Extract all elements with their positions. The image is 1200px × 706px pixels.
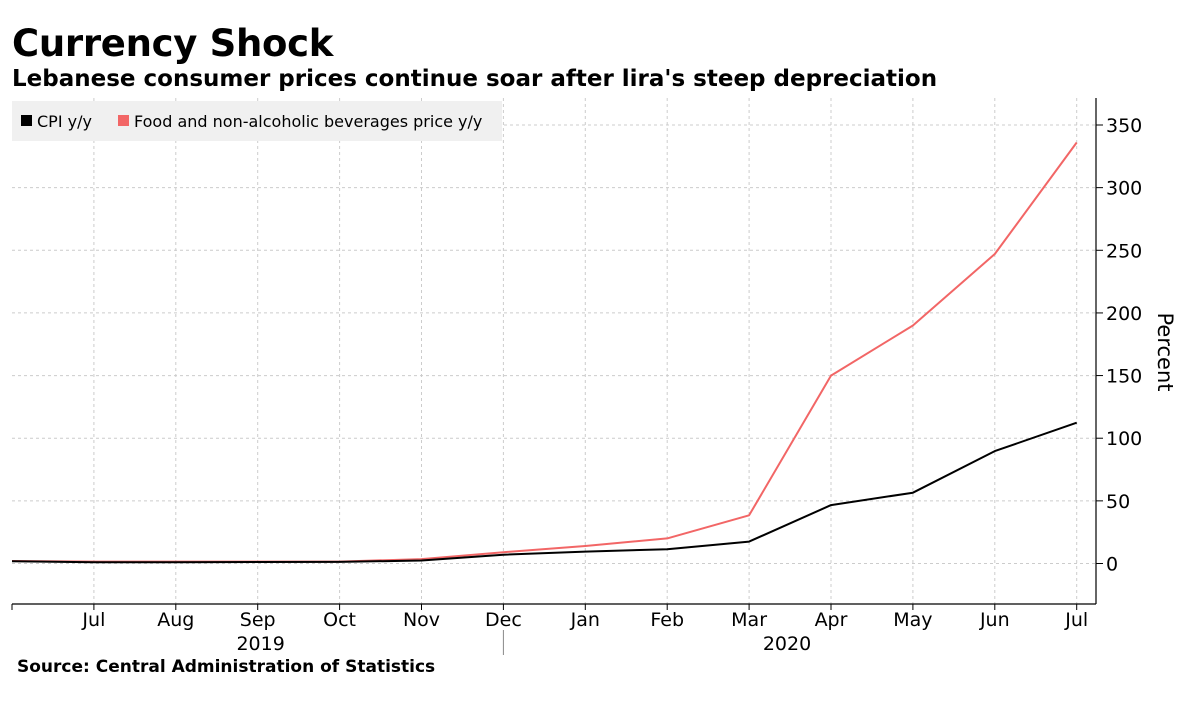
x-tick-label: Jan xyxy=(570,609,600,631)
x-tick-label: Feb xyxy=(650,609,684,631)
x-tick-label: Mar xyxy=(731,609,767,631)
x-tick-label: Jun xyxy=(979,609,1010,631)
legend-swatch-food xyxy=(118,115,129,126)
y-tick-label: 0 xyxy=(1106,554,1118,576)
x-tick-label: Nov xyxy=(403,609,440,631)
year-label-2020: 2020 xyxy=(763,633,811,655)
y-tick-label: 350 xyxy=(1106,115,1142,137)
x-tick-label: Apr xyxy=(815,609,848,631)
x-tick-label: Jul xyxy=(81,609,105,631)
year-label-2019: 2019 xyxy=(236,633,284,655)
y-tick-label: 300 xyxy=(1106,178,1142,200)
y-tick-label: 150 xyxy=(1106,366,1142,388)
x-tick-label: Sep xyxy=(240,609,276,631)
y-tick-label: 50 xyxy=(1106,491,1130,513)
x-tick-label: May xyxy=(893,609,932,631)
legend: CPI y/y Food and non-alcoholic beverages … xyxy=(12,101,502,141)
y-tick-label: 250 xyxy=(1106,240,1142,262)
x-tick-label: Oct xyxy=(323,609,356,631)
series-line-food xyxy=(11,141,1078,563)
x-tick-label: Aug xyxy=(157,609,194,631)
legend-swatch-cpi xyxy=(21,115,32,126)
axes: 0 50 100 150 200 250 300 350 Jul Aug Sep Oct Nov Dec J… xyxy=(11,98,1177,655)
y-tick-label: 200 xyxy=(1106,303,1142,325)
y-tick-label: 100 xyxy=(1106,428,1142,450)
gridlines xyxy=(12,98,1096,604)
legend-background xyxy=(12,101,502,141)
series-lines xyxy=(11,141,1078,564)
source-note: Source: Central Administration of Statis… xyxy=(17,657,436,677)
legend-label-food: Food and non-alcoholic beverages price y… xyxy=(134,112,482,131)
series-line-cpi xyxy=(11,421,1078,564)
chart-title: Currency Shock xyxy=(12,22,334,65)
x-tick-label: Dec xyxy=(485,609,522,631)
x-tick-label: Jul xyxy=(1064,609,1088,631)
legend-label-cpi: CPI y/y xyxy=(37,112,92,131)
y-axis-title: Percent xyxy=(1153,312,1177,391)
chart-subtitle: Lebanese consumer prices continue soar a… xyxy=(12,66,938,92)
